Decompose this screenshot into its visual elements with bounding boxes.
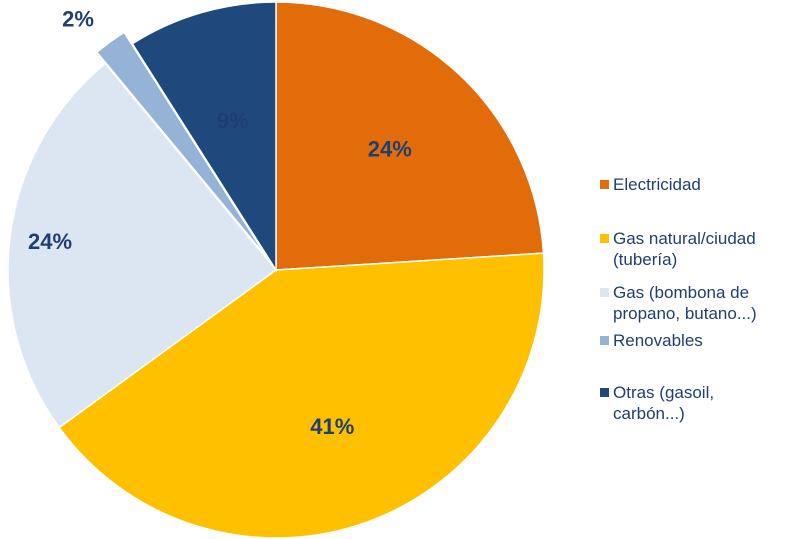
slice-labels: 24% 41% 24% 2% 9% — [28, 7, 412, 439]
legend-label: Gas natural/ciudad (tubería) — [613, 228, 756, 270]
legend-swatch — [600, 288, 609, 297]
slice-value-label: 2% — [62, 7, 94, 32]
pie-slice — [275, 1, 545, 271]
slice-value-label: 9% — [217, 108, 249, 133]
legend-swatch — [600, 234, 609, 243]
legend-label: Renovables — [613, 330, 703, 351]
legend-label: Electricidad — [613, 174, 701, 195]
legend-item: Electricidad — [600, 174, 701, 195]
legend-item: Gas (bombona de propano, butano...) — [600, 282, 757, 324]
legend-item: Otras (gasoil, carbón...) — [600, 382, 714, 424]
legend-label-line: carbón...) — [613, 404, 685, 423]
legend-label-line: Electricidad — [613, 175, 701, 194]
legend-label: Otras (gasoil, carbón...) — [613, 382, 714, 424]
pie-slice — [58, 252, 545, 539]
legend-item: Gas natural/ciudad (tubería) — [600, 228, 756, 270]
pie-slice — [7, 62, 278, 429]
legend-label-line: Renovables — [613, 331, 703, 350]
slice-value-label: 41% — [310, 414, 354, 439]
legend-label-line: Gas natural/ciudad — [613, 229, 756, 248]
legend-swatch — [600, 180, 609, 189]
legend-swatch — [600, 388, 609, 397]
legend-label-line: Otras (gasoil, — [613, 383, 715, 402]
legend-item: Renovables — [600, 330, 703, 351]
legend-label-line: Gas (bombona de — [613, 283, 750, 302]
slice-value-label: 24% — [28, 229, 72, 254]
legend-label: Gas (bombona de propano, butano...) — [613, 282, 757, 324]
pie-slice — [95, 31, 269, 260]
legend-label-line: (tubería) — [613, 250, 678, 269]
pie-slices — [7, 1, 545, 539]
pie-slice — [131, 1, 277, 273]
legend-label-line: propano, butano...) — [613, 304, 757, 323]
slice-value-label: 24% — [368, 136, 412, 161]
legend-swatch — [600, 336, 609, 345]
